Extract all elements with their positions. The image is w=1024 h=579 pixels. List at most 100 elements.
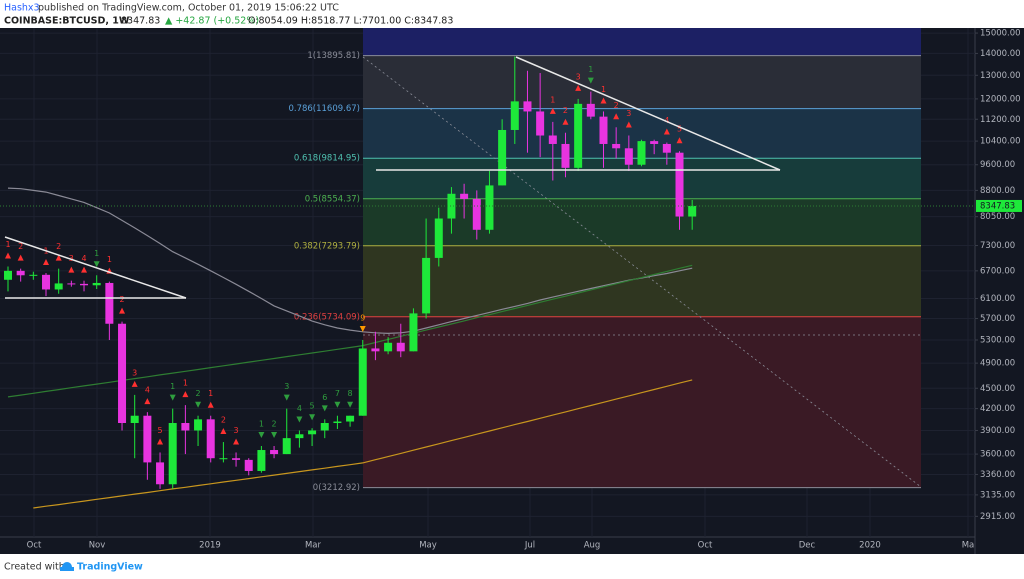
candle-body: [29, 274, 38, 276]
td-count: 1: [170, 382, 175, 391]
td-marker: [575, 84, 582, 91]
tradingview-logo: [60, 562, 74, 571]
td-marker: [5, 252, 11, 259]
y-tick-label: 3360.00: [980, 470, 1015, 480]
ohlc: O:8054.09 H:8518.77 L:7701.00 C:8347.83: [248, 16, 453, 27]
candle-body: [270, 450, 279, 455]
candle-body: [130, 415, 139, 424]
candle-body: [472, 198, 481, 230]
td-count: 1: [208, 389, 213, 398]
td-count: 1: [550, 95, 555, 104]
candle-body: [447, 193, 456, 219]
y-tick-label: 6700.00: [980, 266, 1015, 276]
candle-body: [498, 129, 507, 186]
td-count: 1: [588, 65, 593, 74]
candle-body: [244, 459, 253, 471]
y-tick-label: 12000.00: [980, 94, 1021, 104]
candle-body: [548, 135, 557, 144]
fib-band: [363, 245, 921, 317]
td-count: 2: [196, 389, 201, 398]
fib-band: [363, 316, 921, 488]
x-tick-label: Oct: [27, 541, 42, 551]
td-count: 4: [81, 254, 86, 263]
candle-body: [371, 348, 380, 352]
candle-body: [333, 421, 342, 424]
td-count: 3: [626, 109, 631, 118]
x-tick-label: Aug: [584, 541, 601, 551]
y-tick-label: 7300.00: [980, 241, 1015, 251]
x-tick-label: 2020: [859, 541, 881, 551]
fib-label: 0.236(5734.09): [294, 312, 360, 322]
td-marker: [258, 432, 265, 439]
candle-body: [295, 434, 304, 439]
x-tick-label: May: [419, 541, 437, 551]
moving-average: [7, 187, 693, 335]
candles: [4, 56, 697, 489]
candle-body: [346, 415, 355, 422]
fib-label: 0.618(9814.95): [294, 154, 360, 164]
x-tick-label: Dec: [799, 541, 816, 551]
y-tick-label: 13000.00: [980, 71, 1021, 81]
footer-brand[interactable]: TradingView: [77, 562, 143, 573]
y-tick-label: 4500.00: [980, 384, 1015, 394]
footer-created: Created with: [4, 562, 65, 573]
td-marker: [296, 416, 303, 423]
x-tick-label: Oct: [698, 541, 713, 551]
fibonacci: 1(13895.81) 0.786(11609.67) 0.618(9814.95)…: [288, 28, 921, 493]
candle-body: [143, 415, 152, 463]
td-marker: [55, 254, 62, 261]
td-marker: [359, 325, 366, 332]
moving-average: [33, 379, 693, 509]
candle-body: [4, 270, 12, 280]
td-marker: [587, 77, 594, 84]
fib-label: 0.786(11609.67): [288, 104, 360, 114]
td-marker: [334, 401, 341, 408]
candle-body: [181, 423, 190, 431]
td-count: 1: [107, 255, 112, 264]
td-marker: [157, 438, 164, 445]
candle-body: [586, 103, 595, 117]
td-count: 3: [234, 426, 239, 435]
candle-body: [105, 282, 114, 324]
td-count: 2: [221, 416, 226, 425]
fib-label: 0.5(8554.37): [305, 194, 360, 204]
drawings: [4, 56, 781, 299]
candle-body: [320, 423, 329, 431]
fib-band: [363, 55, 921, 109]
td-marker: [271, 432, 278, 439]
candle-body: [396, 342, 405, 352]
td-count: 1: [259, 420, 264, 429]
candle-body: [92, 282, 101, 286]
td-count: 8: [348, 389, 353, 398]
symbol: COINBASE:BTCUSD, 1W: [4, 16, 130, 27]
y-tick-label: 6100.00: [980, 294, 1015, 304]
td-marker: [93, 261, 100, 268]
fib-band: [363, 198, 921, 246]
candle-body: [688, 205, 697, 217]
td-marker: [43, 259, 50, 266]
candle-body: [599, 116, 608, 144]
candle-body: [257, 450, 266, 471]
td-marker: [676, 137, 683, 144]
td-count: 2: [563, 106, 568, 115]
candle-body: [206, 419, 215, 459]
td-count: 2: [18, 242, 23, 251]
td-marker: [613, 113, 620, 120]
td-marker: [119, 307, 126, 314]
td-count: 1: [183, 379, 188, 388]
candle-body: [422, 257, 431, 314]
candle-body: [67, 283, 76, 285]
x-tick-label: Jul: [524, 541, 535, 551]
td-count: 6: [322, 393, 327, 402]
candle-body: [358, 348, 367, 416]
last-value: 8347.83: [121, 16, 160, 27]
td-count: 3: [284, 382, 289, 391]
td-marker: [182, 391, 189, 398]
candle-body: [650, 141, 659, 144]
candle-body: [510, 101, 519, 130]
td-marker: [81, 266, 88, 273]
author[interactable]: Hashx3: [4, 3, 40, 14]
y-tick-label: 3600.00: [980, 450, 1015, 460]
y-tick-label: 10400.00: [980, 137, 1021, 147]
candle-body: [156, 462, 165, 485]
